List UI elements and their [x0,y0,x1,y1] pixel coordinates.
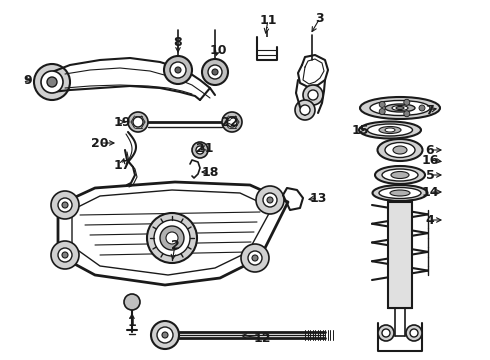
Ellipse shape [392,105,408,111]
Ellipse shape [393,146,407,154]
Circle shape [160,226,184,250]
Ellipse shape [396,107,404,109]
Circle shape [227,117,237,127]
Text: 16: 16 [421,153,439,166]
Circle shape [382,329,390,337]
Circle shape [170,62,186,78]
Circle shape [267,197,273,203]
Ellipse shape [379,188,421,198]
Circle shape [133,117,143,127]
Circle shape [378,325,394,341]
Ellipse shape [385,104,415,112]
Ellipse shape [370,100,430,116]
Ellipse shape [379,126,401,134]
Text: 14: 14 [421,185,439,198]
Circle shape [406,325,422,341]
Ellipse shape [360,97,440,119]
Circle shape [419,105,425,111]
Circle shape [300,105,310,115]
Circle shape [147,213,197,263]
Ellipse shape [391,171,409,179]
Circle shape [379,102,385,108]
Text: 7: 7 [426,104,434,117]
Circle shape [208,65,222,79]
Circle shape [51,241,79,269]
Circle shape [47,77,57,87]
Circle shape [202,59,228,85]
Circle shape [162,332,168,338]
Text: 1: 1 [127,315,136,328]
Ellipse shape [382,169,418,181]
Ellipse shape [359,122,421,139]
Circle shape [128,112,148,132]
Circle shape [164,56,192,84]
Ellipse shape [372,185,427,201]
Circle shape [295,100,315,120]
Circle shape [404,99,410,105]
Circle shape [241,244,269,272]
Ellipse shape [385,143,415,158]
Circle shape [212,69,218,75]
Text: 12: 12 [253,332,271,345]
Circle shape [166,232,178,244]
Circle shape [151,321,179,349]
Circle shape [41,71,63,93]
Circle shape [410,329,418,337]
Text: 11: 11 [259,14,277,27]
Text: 8: 8 [173,36,182,49]
Ellipse shape [368,124,413,136]
Ellipse shape [390,190,410,196]
Circle shape [256,186,284,214]
Text: 18: 18 [201,166,219,179]
Text: 5: 5 [426,168,434,181]
Text: 15: 15 [351,123,369,136]
Circle shape [303,85,323,105]
Circle shape [58,198,72,212]
Circle shape [404,111,410,117]
Bar [388,202,412,308]
Circle shape [222,112,242,132]
Text: 13: 13 [309,192,327,204]
Text: 22: 22 [221,116,239,129]
Text: 6: 6 [426,144,434,157]
Circle shape [34,64,70,100]
Text: 20: 20 [91,136,109,149]
Text: 10: 10 [209,44,227,57]
Circle shape [252,255,258,261]
Text: 17: 17 [113,158,131,171]
Circle shape [263,193,277,207]
Circle shape [175,67,181,73]
Circle shape [58,248,72,262]
Text: 9: 9 [24,73,32,86]
Circle shape [192,142,208,158]
Text: 2: 2 [171,239,179,252]
Circle shape [62,202,68,208]
Circle shape [308,90,318,100]
Text: 3: 3 [316,12,324,24]
Circle shape [51,191,79,219]
Circle shape [154,220,190,256]
Ellipse shape [375,166,425,184]
Text: 4: 4 [426,213,434,226]
Ellipse shape [385,128,395,132]
Ellipse shape [377,139,422,161]
Circle shape [124,294,140,310]
Circle shape [157,327,173,343]
Circle shape [196,146,204,154]
Text: 19: 19 [113,116,131,129]
Circle shape [62,252,68,258]
Text: 21: 21 [196,141,214,154]
Circle shape [379,108,385,114]
Circle shape [248,251,262,265]
